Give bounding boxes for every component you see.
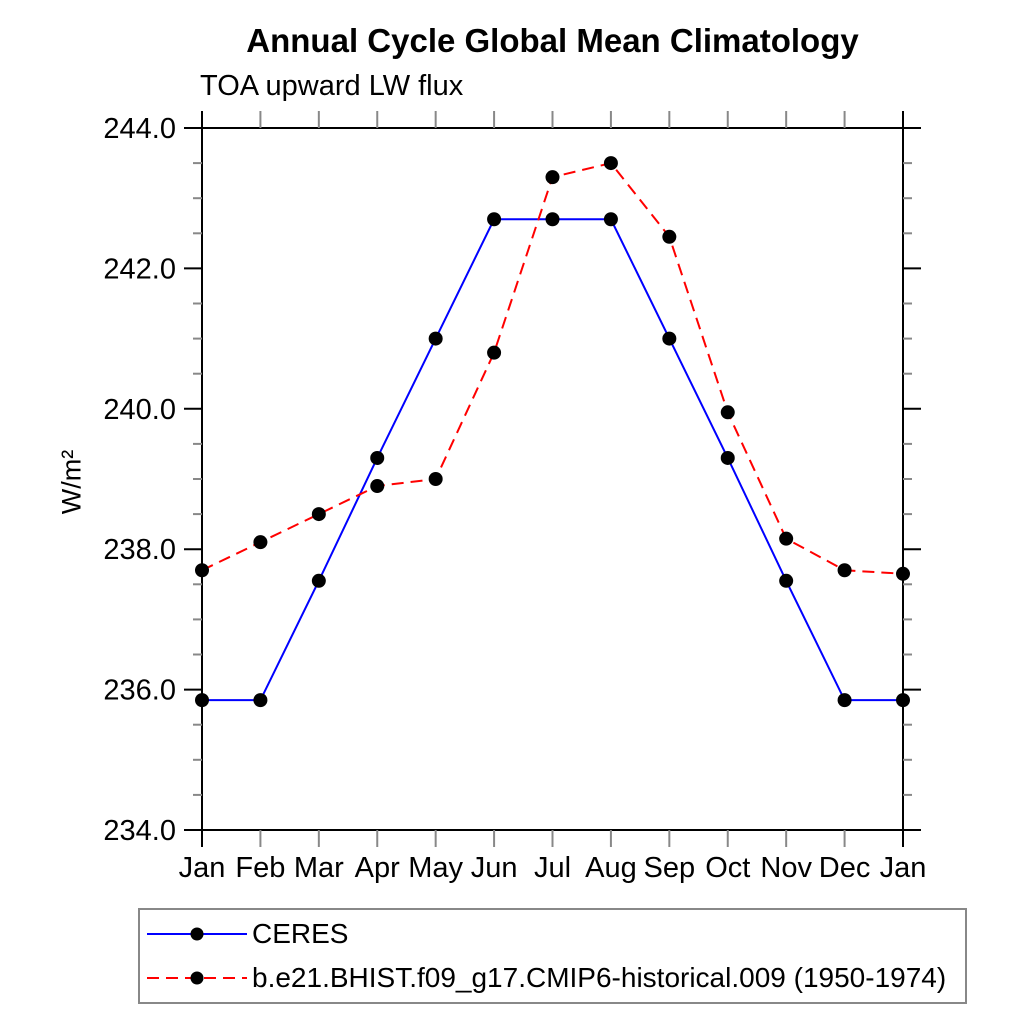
data-point-series-0: [662, 331, 677, 346]
x-tick-label: Apr: [355, 852, 400, 884]
legend-item-ceres: CERES: [144, 912, 965, 956]
data-point-series-0: [779, 573, 794, 588]
x-tick-label: Mar: [294, 852, 344, 884]
x-tick-label: Jan: [179, 852, 226, 884]
series-line-0: [202, 218, 903, 702]
data-point-series-0: [428, 331, 443, 346]
legend-marker-dot-icon: [190, 927, 204, 941]
legend-item-model: b.e21.BHIST.f09_g17.CMIP6-historical.009…: [144, 956, 965, 1000]
data-point-series-0: [311, 573, 326, 588]
data-point-series-1: [896, 566, 910, 581]
chart-subtitle: TOA upward LW flux: [200, 70, 464, 102]
data-point-series-1: [837, 563, 852, 578]
data-point-series-0: [195, 693, 209, 708]
data-point-series-0: [487, 212, 502, 227]
y-tick-label: 238.0: [103, 534, 176, 566]
x-tick-label: Aug: [585, 852, 637, 884]
x-tick-label: Jan: [880, 852, 927, 884]
data-point-series-1: [720, 405, 735, 420]
legend-marker-dot-icon: [190, 971, 204, 985]
data-point-series-1: [603, 156, 618, 171]
data-point-series-1: [662, 229, 677, 244]
data-point-series-1: [253, 535, 268, 550]
data-point-series-0: [837, 693, 852, 708]
x-tick-label: Jun: [471, 852, 518, 884]
x-tick-label: May: [408, 852, 463, 884]
data-point-series-1: [195, 563, 209, 578]
data-point-series-0: [545, 212, 560, 227]
data-point-series-0: [896, 693, 910, 708]
chart-title: Annual Cycle Global Mean Climatology: [246, 22, 859, 59]
legend-label-model: b.e21.BHIST.f09_g17.CMIP6-historical.009…: [252, 962, 947, 993]
y-tick-label: 236.0: [103, 675, 176, 707]
data-point-series-1: [370, 479, 385, 494]
x-tick-label: Nov: [760, 852, 812, 884]
x-tick-label: Jul: [534, 852, 571, 884]
data-point-series-0: [720, 450, 735, 465]
x-tick-label: Dec: [819, 852, 871, 884]
data-point-series-1: [428, 472, 443, 486]
plot-frame: [201, 127, 904, 831]
legend: CERES b.e21.BHIST.f09_g17.CMIP6-historic…: [138, 908, 967, 1004]
data-point-series-1: [487, 345, 502, 360]
y-tick-label: 244.0: [103, 113, 176, 145]
x-tick-label: Oct: [705, 852, 750, 884]
legend-swatch-dashed-line-icon: [147, 971, 247, 985]
legend-swatch-solid-line-icon: [147, 927, 247, 941]
data-point-series-1: [311, 507, 326, 522]
data-point-series-0: [603, 212, 618, 227]
y-tick-label: 242.0: [103, 253, 176, 285]
data-point-series-0: [370, 450, 385, 465]
x-tick-label: Feb: [235, 852, 285, 884]
data-point-series-0: [253, 693, 268, 708]
data-point-series-1: [545, 170, 560, 185]
legend-label-ceres: CERES: [252, 918, 349, 949]
y-tick-label: 234.0: [103, 815, 176, 847]
data-point-series-1: [779, 531, 794, 546]
x-tick-label: Sep: [644, 852, 696, 884]
y-tick-label: 240.0: [103, 394, 176, 426]
